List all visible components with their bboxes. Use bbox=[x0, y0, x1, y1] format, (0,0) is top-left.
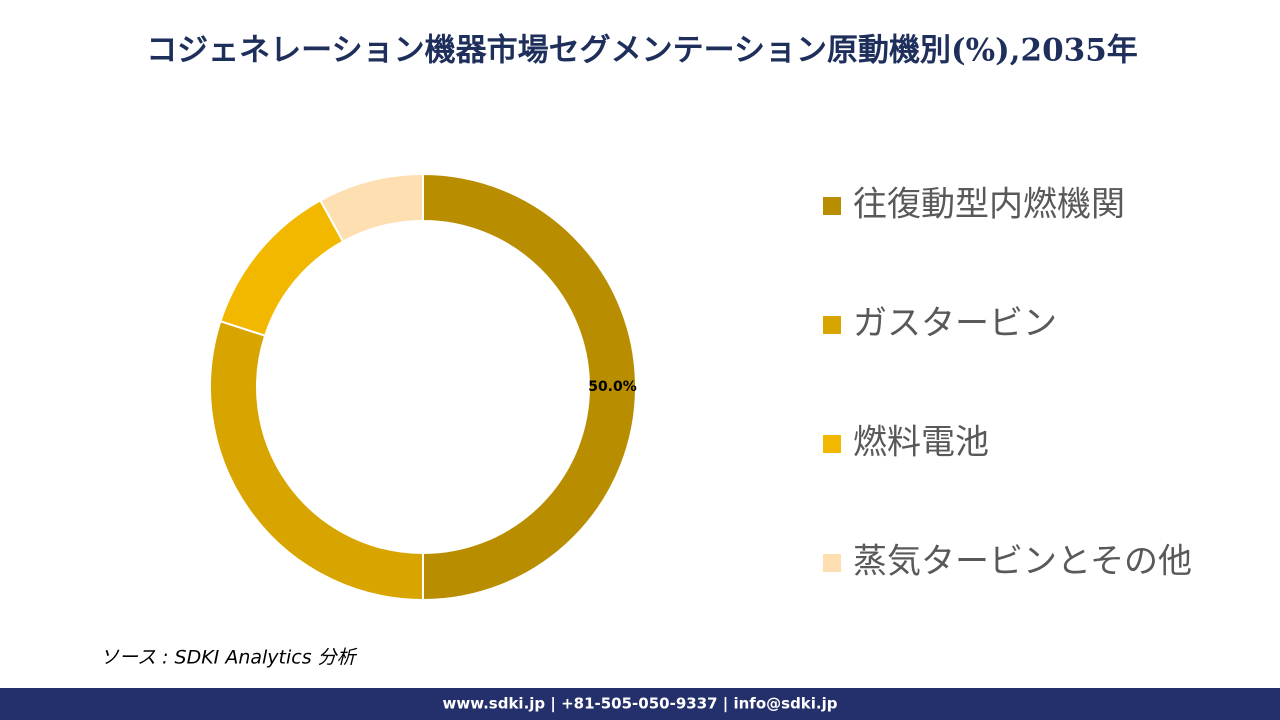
footer-bar bbox=[0, 688, 1280, 720]
legend-swatch bbox=[823, 435, 841, 453]
source: ソース : SDKI Analytics 分析 bbox=[100, 647, 358, 669]
footer-text: www.sdki.jp | +81-505-050-9337 | info@sd… bbox=[442, 695, 837, 714]
donut-segment bbox=[209, 319, 424, 602]
legend-swatch bbox=[823, 197, 841, 215]
donut-segment bbox=[319, 172, 424, 243]
legend-label: 往復動型内燃機関 bbox=[853, 185, 1125, 225]
legend-swatch bbox=[823, 316, 841, 334]
data-label: 50.0% bbox=[588, 379, 637, 395]
legend-label: 蒸気タービンとその他 bbox=[853, 542, 1192, 582]
donut-segment bbox=[219, 198, 345, 337]
chart-title: コジェネレーション機器市場セグメンテーション原動機別(%),2035年 bbox=[146, 33, 1138, 69]
legend-label: 燃料電池 bbox=[853, 423, 989, 463]
legend-label: ガスタービン bbox=[853, 304, 1057, 344]
donut-segment bbox=[422, 172, 637, 602]
legend-swatch bbox=[823, 554, 841, 572]
